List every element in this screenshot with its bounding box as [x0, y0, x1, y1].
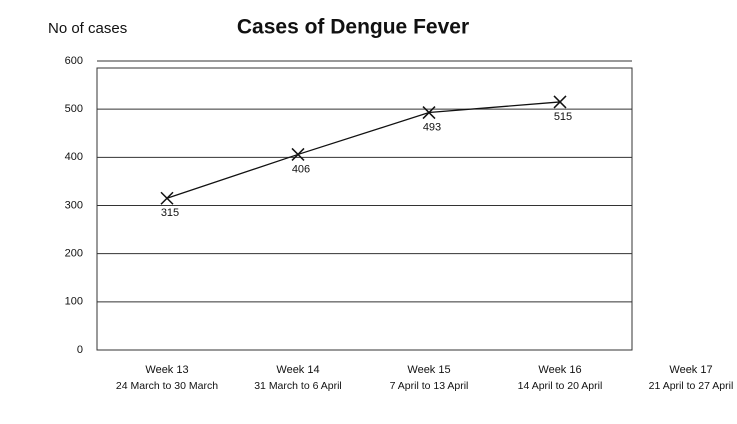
x-tick-sublabel: 31 March to 6 April [254, 380, 342, 392]
x-tick-sublabel: 14 April to 20 April [518, 380, 603, 392]
y-tick-label: 300 [65, 199, 83, 211]
x-tick-label: Week 17 [669, 364, 712, 376]
y-tick-label: 200 [65, 248, 83, 260]
line [166, 101, 561, 199]
y-tick-label: 500 [65, 103, 83, 115]
x-tick-label: Week 14 [276, 364, 319, 376]
data-label: 315 [161, 207, 179, 219]
x-tick-label: Week 13 [145, 364, 188, 376]
marker [291, 147, 305, 161]
x-tick-sublabel: 21 April to 27 April [649, 380, 734, 392]
x-tick-sublabel: 7 April to 13 April [390, 380, 469, 392]
x-tick-sublabel: 24 March to 30 March [116, 380, 218, 392]
y-tick-label: 100 [65, 296, 83, 308]
y-tick-label: 400 [65, 151, 83, 163]
x-tick-label: Week 15 [407, 364, 450, 376]
marker [160, 191, 174, 205]
data-label: 406 [292, 163, 310, 175]
y-tick-label: 600 [65, 55, 83, 67]
data-label: 515 [554, 111, 572, 123]
marker [422, 106, 436, 120]
data-label: 493 [423, 121, 441, 133]
marker [553, 95, 567, 109]
x-tick-label: Week 16 [538, 364, 581, 376]
chart-title: Cases of Dengue Fever [237, 16, 469, 39]
y-tick-label: 0 [77, 344, 83, 356]
y-axis-label: No of cases [48, 20, 127, 37]
